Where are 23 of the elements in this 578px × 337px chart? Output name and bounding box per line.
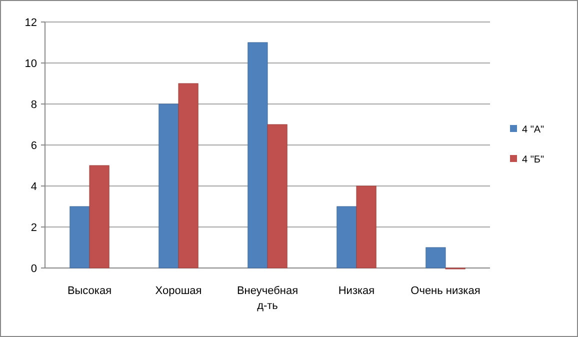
x-tick-label: Очень низкая bbox=[410, 285, 480, 297]
bar bbox=[89, 165, 110, 268]
x-tick-label: Высокая bbox=[67, 285, 112, 297]
y-tick-label: 2 bbox=[30, 222, 37, 234]
bar bbox=[70, 206, 90, 268]
bar bbox=[356, 186, 376, 268]
bar bbox=[158, 104, 179, 268]
x-tick-label: Низкая bbox=[338, 285, 375, 297]
bar bbox=[426, 247, 446, 268]
y-tick-label: 12 bbox=[24, 16, 37, 29]
y-tick-label: 4 bbox=[30, 180, 37, 193]
x-tick-label: Внеучебная д-ть bbox=[236, 285, 298, 312]
legend-label: 4 "Б" bbox=[522, 154, 544, 166]
y-tick-label: 8 bbox=[30, 98, 37, 111]
y-tick-label: 6 bbox=[30, 140, 37, 152]
x-tick-label: Хорошая bbox=[155, 285, 202, 297]
bar bbox=[248, 42, 268, 268]
y-tick-label: 0 bbox=[30, 262, 37, 275]
bar bbox=[178, 83, 198, 268]
y-tick-label: 10 bbox=[24, 58, 37, 70]
bar bbox=[267, 124, 288, 268]
bar bbox=[336, 206, 357, 268]
legend-label: 4 "А" bbox=[522, 124, 545, 136]
